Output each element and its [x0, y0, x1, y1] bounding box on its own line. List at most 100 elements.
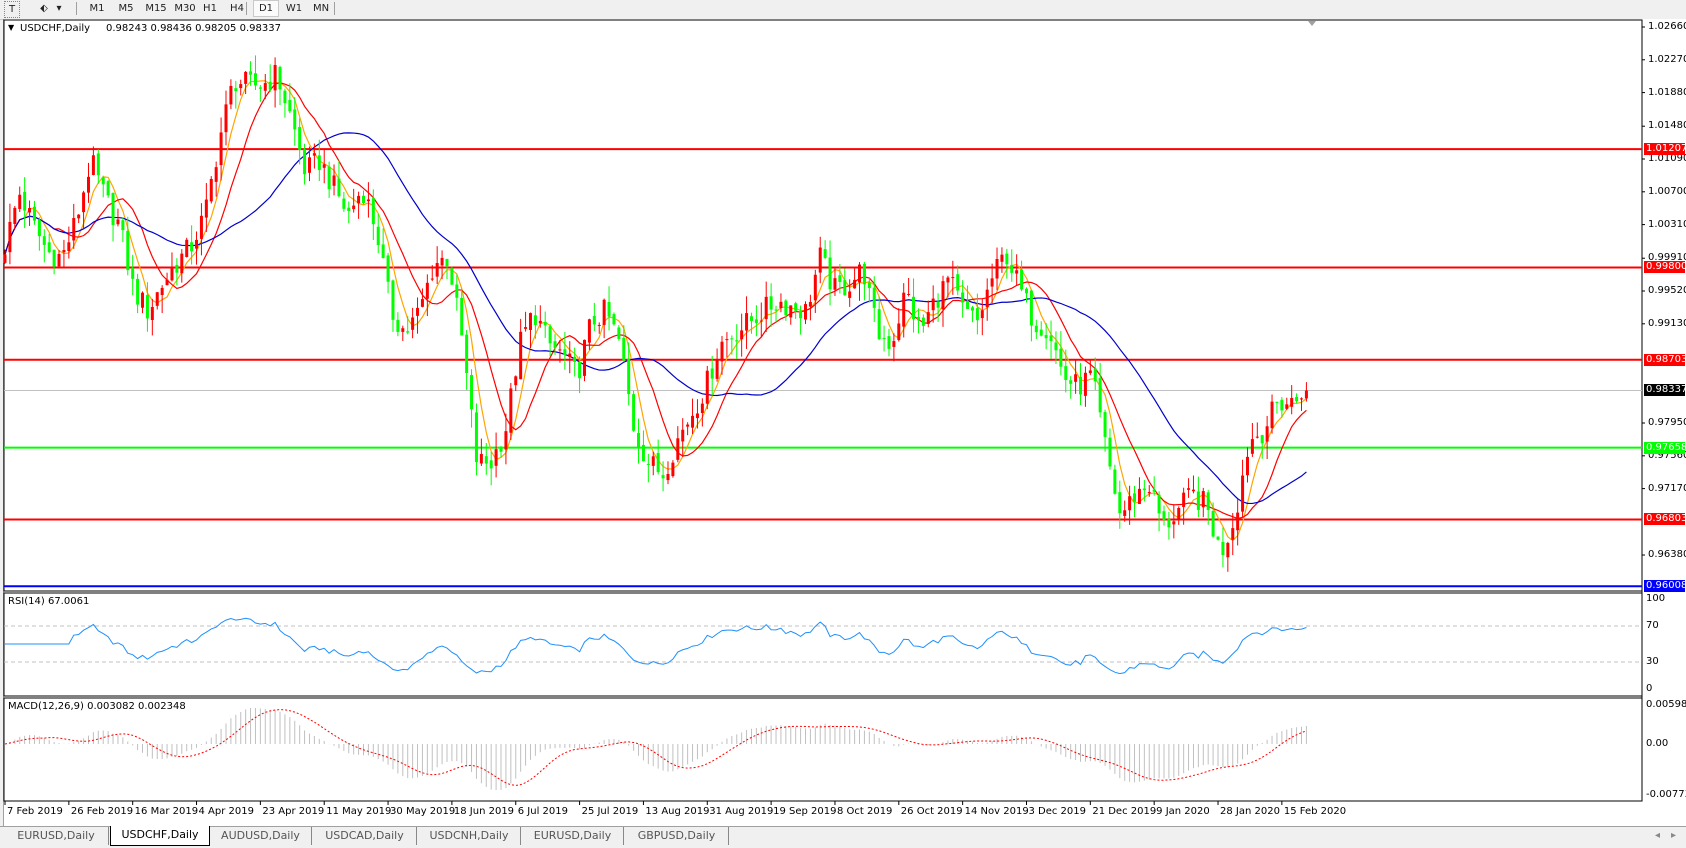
scroll-right-icon[interactable]: ▸ — [1671, 830, 1677, 841]
candle-body — [1196, 491, 1200, 510]
candle-body — [794, 303, 798, 311]
candle-body — [131, 267, 135, 279]
candle-body — [52, 249, 56, 267]
candle-body — [126, 230, 130, 271]
candle — [293, 97, 297, 146]
candle-body — [396, 319, 400, 332]
candle-body — [661, 475, 665, 479]
tab-gbpusd-daily[interactable]: GBPUSD,Daily — [625, 827, 729, 845]
candle — [1123, 500, 1127, 522]
candle — [808, 294, 812, 321]
candle-body — [440, 257, 444, 266]
candle — [1304, 382, 1308, 402]
candle-body — [803, 304, 807, 320]
candle — [1177, 506, 1181, 525]
candle-body — [185, 239, 189, 257]
tab-audusd-daily[interactable]: AUDUSD,Daily — [210, 827, 312, 845]
candle — [342, 191, 346, 212]
candle — [1020, 260, 1024, 292]
candle-body — [401, 328, 405, 332]
tab-eurusd-daily[interactable]: EURUSD,Daily — [522, 827, 624, 845]
candle-body — [366, 199, 370, 202]
timeframe-d1[interactable]: D1 — [253, 0, 279, 17]
timeframe-m30[interactable]: M30 — [174, 3, 196, 14]
timeframe-m5[interactable]: M5 — [118, 3, 134, 14]
candle — [813, 269, 817, 313]
candle — [970, 305, 974, 323]
candle-body — [553, 341, 557, 348]
candle — [1128, 485, 1132, 525]
candle — [72, 203, 76, 249]
candle — [430, 265, 434, 282]
candle — [1157, 491, 1161, 532]
candle-body — [214, 167, 218, 182]
timeframe-h1[interactable]: H1 — [203, 3, 217, 14]
candle-body — [912, 296, 916, 320]
collapse-icon[interactable]: ▼ — [8, 23, 15, 32]
candle — [96, 149, 100, 184]
date-tick-label: 23 Apr 2019 — [262, 806, 325, 817]
candle-body — [155, 292, 159, 306]
timeframe-w1[interactable]: W1 — [285, 3, 303, 14]
candle — [1083, 366, 1087, 407]
timeframe-m15[interactable]: M15 — [145, 3, 167, 14]
tab-eurusd-daily[interactable]: EURUSD,Daily — [4, 827, 109, 845]
candle-body — [1000, 254, 1004, 262]
candle-body — [725, 339, 729, 341]
candle-body — [150, 307, 154, 321]
candle-body — [263, 83, 267, 91]
tab-usdcnh-daily[interactable]: USDCNH,Daily — [418, 827, 521, 845]
candle — [126, 216, 130, 276]
candle-body — [1108, 437, 1112, 467]
candle — [671, 460, 675, 478]
tab-usdchf-daily[interactable]: USDCHF,Daily — [110, 826, 210, 846]
candle-body — [1015, 270, 1019, 274]
candle-body — [298, 126, 302, 150]
price-tick-label: 1.00700 — [1648, 185, 1686, 197]
candle-body — [435, 263, 439, 277]
candle-body — [985, 289, 989, 308]
candle-body — [1275, 401, 1279, 403]
candle-body — [474, 412, 478, 463]
candle-body — [612, 314, 616, 325]
timeframe-mn[interactable]: MN — [312, 3, 330, 14]
chart-tabs: EURUSD,Daily USDCHF,Daily AUDUSD,Daily USDC… — [0, 826, 1686, 848]
candle — [720, 335, 724, 375]
candle — [28, 200, 32, 226]
tab-usdcad-daily[interactable]: USDCAD,Daily — [313, 827, 417, 845]
candle-body — [268, 81, 272, 90]
candle — [470, 369, 474, 428]
candle-body — [23, 191, 27, 211]
candle — [253, 55, 257, 90]
date-tick-label: 26 Feb 2019 — [70, 806, 134, 817]
candle — [907, 277, 911, 297]
text-tool-icon[interactable]: T — [4, 1, 20, 18]
candle — [1147, 485, 1151, 497]
candle — [617, 325, 621, 341]
candle — [1054, 331, 1058, 364]
candle — [37, 217, 41, 251]
candle — [951, 260, 955, 295]
candle-body — [519, 331, 523, 380]
candle-body — [916, 317, 920, 321]
candle — [676, 426, 680, 463]
date-tick-label: 16 Mar 2019 — [134, 806, 199, 817]
timeframe-m1[interactable]: M1 — [89, 3, 105, 14]
candle-body — [882, 338, 886, 340]
scroll-left-icon[interactable]: ◂ — [1655, 830, 1661, 841]
candle-body — [337, 178, 341, 197]
chevron-down-icon[interactable]: ▾ — [56, 3, 62, 14]
arrows-tool-icon[interactable]: ⬖ — [40, 3, 48, 14]
candle — [484, 442, 488, 475]
candle-body — [730, 338, 734, 340]
candle-body — [307, 157, 311, 173]
candle-body — [455, 284, 459, 298]
candle-body — [489, 460, 493, 469]
candle — [1265, 415, 1269, 459]
price-tick-label: 1.01880 — [1648, 86, 1686, 98]
candle-body — [892, 341, 896, 347]
timeframe-h4[interactable]: H4 — [230, 3, 244, 14]
candle — [1206, 489, 1210, 525]
candle — [42, 229, 46, 263]
